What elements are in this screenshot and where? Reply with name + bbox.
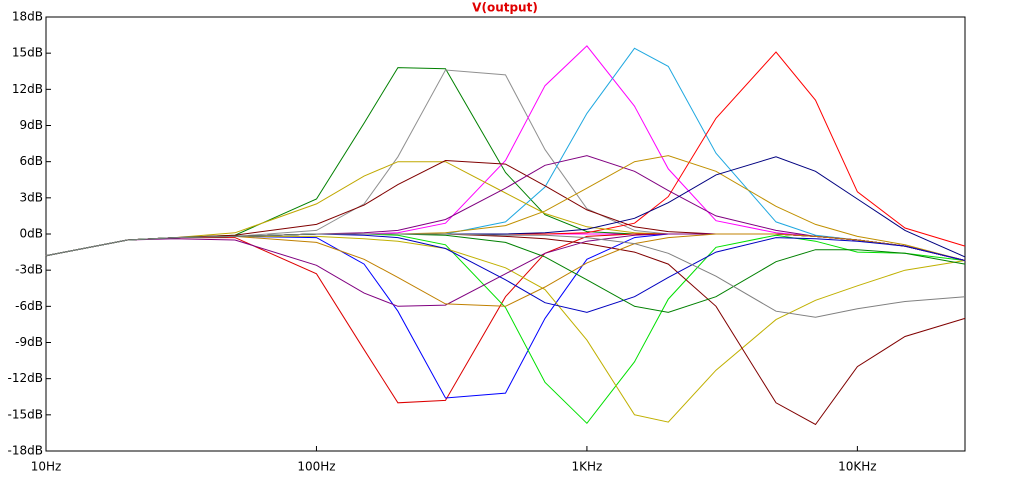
y-tick-label: -12dB [8, 371, 43, 385]
curve [45, 45, 966, 261]
curve [45, 233, 966, 313]
curve [45, 155, 966, 261]
curve [45, 233, 966, 404]
y-tick-label: -15dB [8, 407, 43, 421]
y-tick-label: -3dB [15, 263, 43, 277]
curve [45, 233, 966, 426]
y-tick-label: 15dB [12, 46, 43, 60]
y-tick-label: 3dB [20, 190, 43, 204]
x-tick-label: 10Hz [31, 460, 62, 474]
curve [45, 233, 966, 425]
y-tick-label: 18dB [12, 10, 43, 24]
y-tick-label: 6dB [20, 154, 43, 168]
curve [45, 47, 966, 261]
curve [45, 233, 966, 318]
curve [45, 233, 966, 313]
x-tick-label: 1KHz [572, 460, 603, 474]
y-tick-label: 9dB [20, 118, 43, 132]
y-tick-label: -6dB [15, 299, 43, 313]
y-tick-label: 12dB [12, 82, 43, 96]
chart-title: V(output) [472, 1, 538, 15]
curve [45, 69, 966, 261]
curve [45, 233, 966, 307]
curve [45, 159, 966, 261]
curve [45, 155, 966, 261]
curve [45, 233, 966, 307]
x-tick-label: 100Hz [297, 460, 335, 474]
y-tick-label: -9dB [15, 335, 43, 349]
curve [45, 233, 966, 399]
curve [45, 235, 966, 423]
y-tick-label: -18dB [8, 444, 43, 458]
x-tick-label: 10KHz [838, 460, 876, 474]
y-tick-label: 0dB [20, 227, 43, 241]
curve [45, 161, 966, 261]
